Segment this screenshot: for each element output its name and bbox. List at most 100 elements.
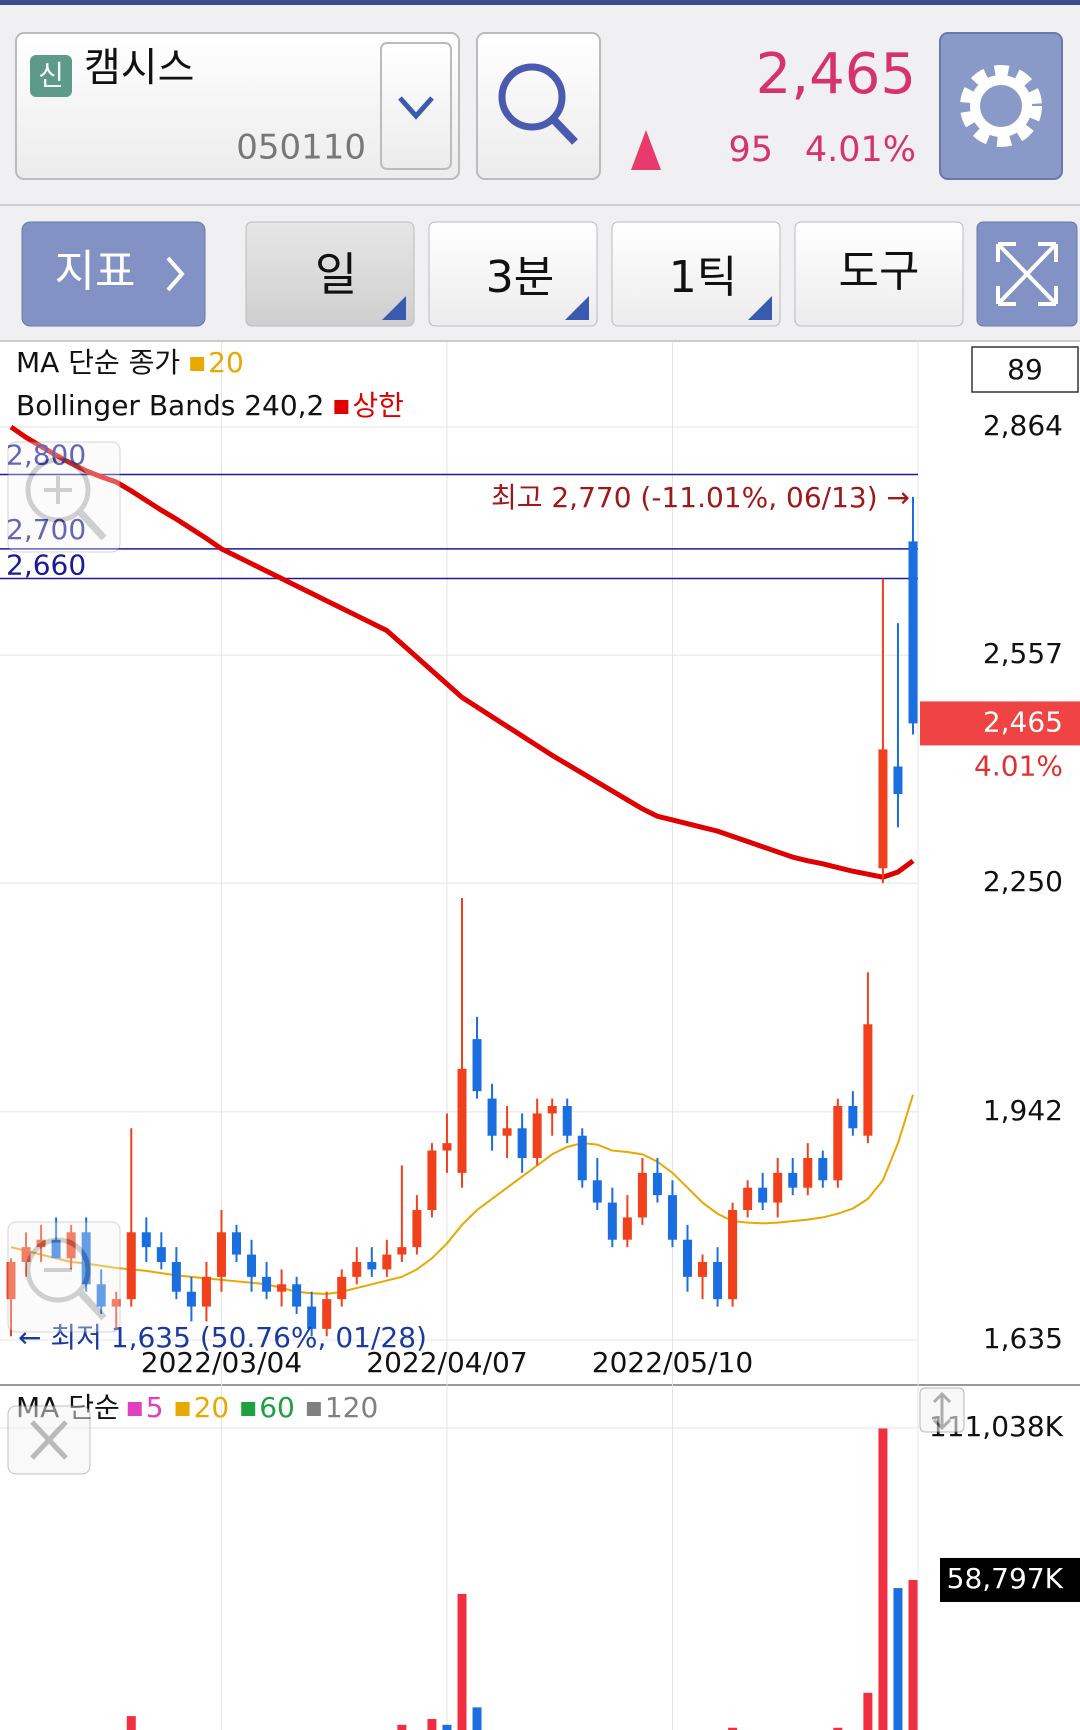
stock-name: 캠시스 <box>84 45 194 91</box>
candle-body <box>863 1024 873 1136</box>
candle-body <box>322 1299 332 1329</box>
tools-button[interactable] <box>794 221 964 327</box>
candle-body <box>21 1247 31 1262</box>
change-pct: 4.01% <box>805 130 916 170</box>
candle-body <box>547 1105 557 1114</box>
candle-body <box>216 1232 226 1277</box>
candle-body <box>66 1232 76 1259</box>
candle-body <box>36 1239 46 1248</box>
volume-bar <box>427 1719 437 1730</box>
candle-body <box>532 1113 542 1158</box>
candle-body <box>622 1217 632 1240</box>
candle-body <box>878 749 888 869</box>
candle-body <box>51 1239 61 1259</box>
volume-bar <box>878 1428 888 1730</box>
candle-body <box>141 1232 151 1248</box>
candle-body <box>111 1299 121 1307</box>
indicator-label: 지표 <box>55 246 136 297</box>
volume-bar <box>472 1707 482 1730</box>
candle-body <box>171 1261 181 1292</box>
candle-body <box>893 766 903 794</box>
period-label: 일 <box>315 248 357 302</box>
candle-body <box>728 1209 738 1300</box>
candle-body <box>683 1239 692 1277</box>
tick-button[interactable] <box>611 221 781 327</box>
candle-body <box>307 1306 317 1329</box>
candle-body <box>427 1150 437 1210</box>
chevron <box>166 256 185 292</box>
candle-body <box>247 1254 257 1277</box>
volume-bar <box>126 1716 136 1730</box>
candle-body <box>442 1143 452 1151</box>
candle-body <box>743 1187 753 1210</box>
legend-swatch <box>127 1402 142 1416</box>
close-button[interactable] <box>7 1405 91 1475</box>
search-button[interactable] <box>476 32 601 180</box>
candle-body <box>818 1157 828 1181</box>
change: 95 <box>728 130 773 170</box>
resize-button[interactable] <box>919 1387 965 1433</box>
gear-icon <box>960 65 1042 147</box>
candle-body <box>592 1180 602 1203</box>
minute-label: 3분 <box>486 252 554 303</box>
legend-swatch <box>190 357 205 371</box>
candle-body <box>637 1172 647 1218</box>
volume-bar <box>442 1724 452 1730</box>
x-tick-label: 2022/04/07 <box>366 1346 527 1379</box>
current-change: 4.01% <box>974 749 1063 782</box>
candle-body <box>201 1276 211 1307</box>
chart-bg <box>0 341 1080 1730</box>
candle-body <box>788 1172 798 1188</box>
candle-body <box>908 541 918 724</box>
candle-body <box>562 1105 572 1136</box>
indicator-label: MA 단순 종가 <box>16 346 180 379</box>
stock-selector[interactable]: 신 캠시스 050110 <box>15 32 460 180</box>
minute-button[interactable] <box>428 221 598 327</box>
indicator-label: Bollinger Bands 240,2 <box>16 389 324 422</box>
y-tick-label: 2,864 <box>983 409 1063 442</box>
high-note: 최고 2,770 (-11.01%, 06/13) → <box>491 481 910 514</box>
y-tick-label: 2,557 <box>983 637 1063 670</box>
line-series <box>10 1094 914 1295</box>
legend-swatch <box>241 1402 256 1416</box>
settings-bg[interactable] <box>939 32 1063 180</box>
low-note: ← 최저 1,635 (50.76%, 01/28) <box>18 1321 427 1354</box>
candle-body <box>577 1135 587 1181</box>
stock-box[interactable] <box>15 32 460 180</box>
badge-bg <box>30 55 72 97</box>
line-series <box>9 424 915 880</box>
legend-label: 20 <box>208 346 244 379</box>
search-bg[interactable] <box>476 32 601 180</box>
volume-bar <box>863 1692 873 1730</box>
candle-body <box>713 1261 723 1300</box>
volume-bar <box>833 1727 843 1730</box>
period-button[interactable] <box>245 221 415 327</box>
settings-button[interactable] <box>939 32 1063 180</box>
candle-body <box>262 1276 272 1292</box>
candle-body <box>232 1232 241 1255</box>
x-tick-label: 2022/03/04 <box>141 1346 302 1379</box>
zoom-in[interactable] <box>7 441 121 553</box>
current-price-box <box>920 701 1080 746</box>
level-label: 2,660 <box>6 549 86 582</box>
candle-body <box>472 1039 482 1092</box>
legend-swatch <box>306 1402 321 1416</box>
dropdown-button[interactable] <box>380 42 452 170</box>
zoom-out[interactable] <box>7 1221 121 1333</box>
candle-body <box>81 1232 91 1285</box>
candle-body <box>758 1187 768 1203</box>
top-strip <box>0 0 1080 5</box>
legend-label: 5 <box>146 1391 164 1424</box>
candle-body <box>457 1068 467 1173</box>
volume-bar <box>728 1727 738 1730</box>
candle-body <box>667 1195 677 1240</box>
top-box <box>971 346 1079 393</box>
search-icon <box>498 63 566 131</box>
candle-body <box>848 1105 858 1129</box>
indicator-button[interactable] <box>21 221 206 327</box>
volume-bar <box>908 1579 918 1730</box>
search-handle <box>550 116 578 145</box>
tools-label: 도구 <box>839 246 920 297</box>
candle-body <box>607 1202 617 1240</box>
